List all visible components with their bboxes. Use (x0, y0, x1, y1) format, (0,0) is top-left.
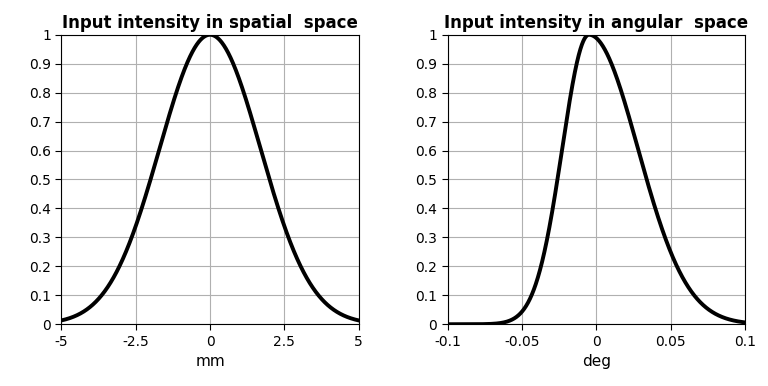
X-axis label: deg: deg (582, 354, 611, 369)
X-axis label: mm: mm (195, 354, 225, 369)
Title: Input intensity in spatial  space: Input intensity in spatial space (62, 14, 358, 32)
Title: Input intensity in angular  space: Input intensity in angular space (445, 14, 749, 32)
